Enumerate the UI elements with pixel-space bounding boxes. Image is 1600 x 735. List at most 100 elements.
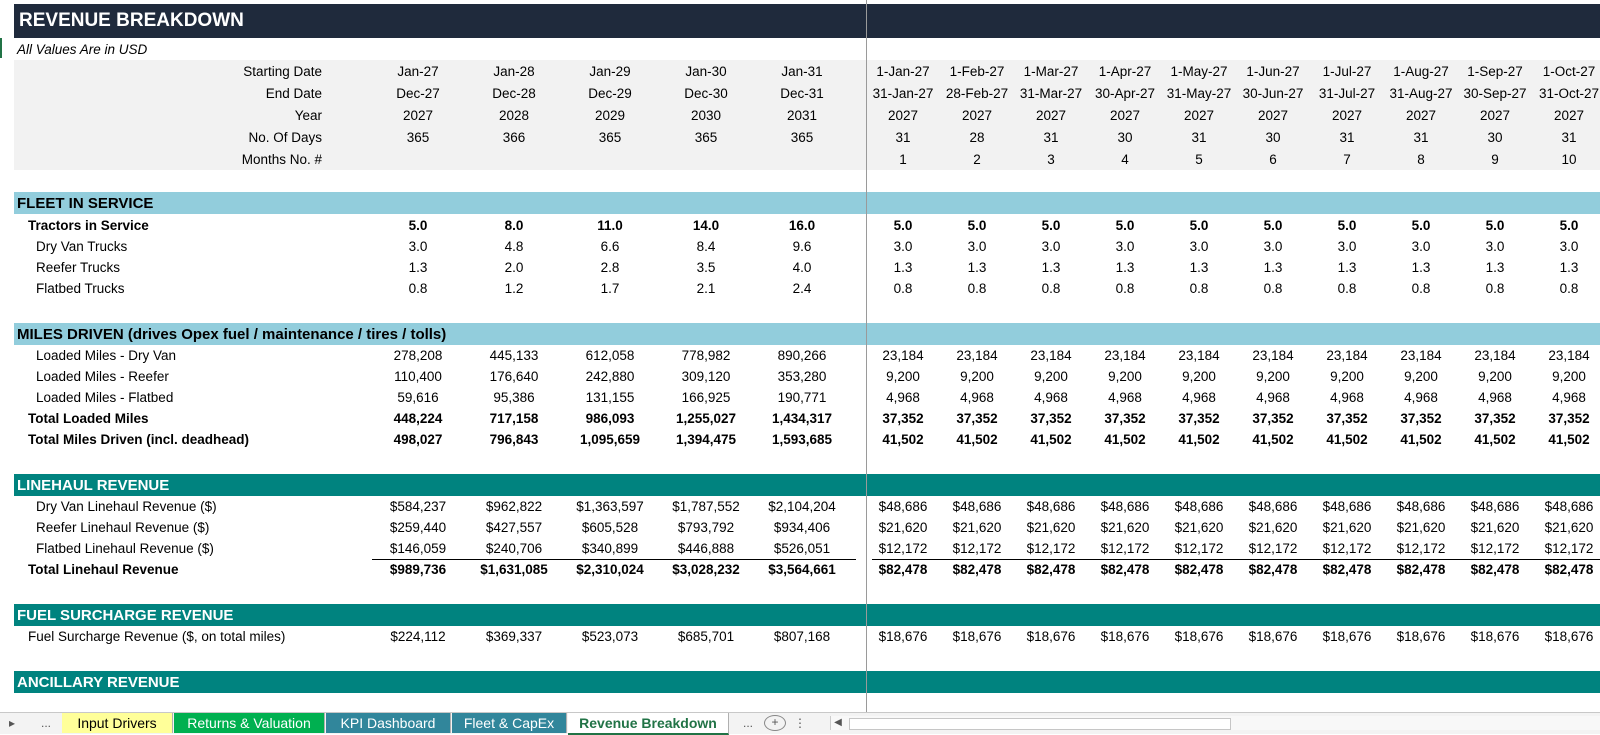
monthly-header-cell[interactable]: 2027 [1553,108,1585,123]
section-title[interactable]: MILES DRIVEN (drives Opex fuel / mainten… [17,326,447,343]
annual-value-cell[interactable]: $2,310,024 [576,562,644,577]
annual-value-cell[interactable]: $259,440 [389,520,447,535]
monthly-value-cell[interactable]: 0.8 [893,281,913,296]
row-label[interactable]: Tractors in Service [28,218,149,233]
monthly-header-cell[interactable]: 1-Apr-27 [1098,64,1152,79]
monthly-value-cell[interactable]: $48,686 [1396,499,1446,514]
sheet-tab[interactable]: KPI Dashboard [326,713,451,733]
annual-header-cell[interactable]: Jan-30 [685,64,727,79]
monthly-value-cell[interactable]: 1.3 [1485,260,1505,275]
monthly-value-cell[interactable]: 3.0 [1411,239,1431,254]
monthly-value-cell[interactable]: 0.8 [1041,281,1061,296]
monthly-value-cell[interactable]: 1.3 [893,260,913,275]
monthly-value-cell[interactable]: 5.0 [1485,218,1505,233]
monthly-value-cell[interactable]: $18,676 [1248,629,1298,644]
monthly-value-cell[interactable]: 41,502 [1252,432,1294,447]
monthly-value-cell[interactable]: 5.0 [1411,218,1431,233]
section-title[interactable]: FUEL SURCHARGE REVENUE [17,607,234,624]
section-title[interactable]: FLEET IN SERVICE [17,195,154,212]
monthly-value-cell[interactable]: $12,172 [1174,541,1224,556]
monthly-value-cell[interactable]: 37,352 [1178,411,1220,426]
monthly-value-cell[interactable]: $12,172 [1544,541,1594,556]
monthly-value-cell[interactable]: $48,686 [1100,499,1150,514]
sheet-tab[interactable]: Returns & Valuation [174,713,325,733]
annual-value-cell[interactable]: 95,386 [493,390,535,405]
monthly-header-cell[interactable]: 28 [969,130,985,145]
annual-value-cell[interactable]: 3.5 [696,260,716,275]
monthly-value-cell[interactable]: 3.0 [1485,239,1505,254]
monthly-value-cell[interactable]: 9,200 [1108,369,1142,384]
annual-value-cell[interactable]: 9.6 [792,239,812,254]
monthly-value-cell[interactable]: 4,968 [886,390,920,405]
monthly-header-cell[interactable]: 31-May-27 [1166,86,1232,101]
monthly-header-cell[interactable]: 1-Jun-27 [1246,64,1300,79]
annual-value-cell[interactable]: 11.0 [597,218,623,233]
section-title[interactable]: ANCILLARY REVENUE [17,674,180,691]
sheet-title[interactable]: REVENUE BREAKDOWN [19,10,244,31]
annual-value-cell[interactable]: $340,899 [581,541,639,556]
monthly-value-cell[interactable]: 41,502 [1178,432,1220,447]
monthly-header-cell[interactable]: 30-Apr-27 [1094,86,1156,101]
monthly-value-cell[interactable]: 9,200 [1256,369,1290,384]
tab-split-handle[interactable]: ⋮ [794,716,806,730]
monthly-value-cell[interactable]: 23,184 [1400,348,1442,363]
monthly-value-cell[interactable]: $12,172 [1470,541,1520,556]
monthly-value-cell[interactable]: 37,352 [1252,411,1294,426]
monthly-value-cell[interactable]: $48,686 [1174,499,1224,514]
annual-header-cell[interactable]: Dec-29 [588,86,632,101]
annual-value-cell[interactable]: $526,051 [773,541,831,556]
annual-value-cell[interactable]: 445,133 [489,348,539,363]
monthly-header-cell[interactable]: 30 [1265,130,1281,145]
monthly-value-cell[interactable]: 23,184 [1030,348,1072,363]
monthly-header-cell[interactable]: 10 [1561,152,1577,167]
annual-header-cell[interactable]: Dec-31 [780,86,824,101]
monthly-header-cell[interactable]: 1-Jul-27 [1322,64,1372,79]
monthly-value-cell[interactable]: $18,676 [952,629,1002,644]
annual-value-cell[interactable]: 778,982 [681,348,731,363]
monthly-header-cell[interactable]: 31 [1191,130,1207,145]
annual-header-cell[interactable]: 366 [502,130,526,145]
monthly-value-cell[interactable]: $21,620 [952,520,1002,535]
monthly-header-cell[interactable]: 9 [1491,152,1499,167]
annual-value-cell[interactable]: 1,593,685 [771,432,833,447]
monthly-value-cell[interactable]: 5.0 [1115,218,1135,233]
monthly-value-cell[interactable]: 3.0 [1337,239,1357,254]
annual-value-cell[interactable]: 4.0 [792,260,812,275]
sheet-tab[interactable]: Input Drivers [62,713,173,733]
monthly-value-cell[interactable]: 23,184 [956,348,998,363]
monthly-header-cell[interactable]: 31 [895,130,911,145]
monthly-value-cell[interactable]: 1.3 [1337,260,1357,275]
header-label[interactable]: Starting Date [243,64,322,79]
monthly-value-cell[interactable]: 4,968 [960,390,994,405]
monthly-value-cell[interactable]: $82,478 [1026,562,1076,577]
monthly-value-cell[interactable]: 0.8 [1189,281,1209,296]
horizontal-scrollbar[interactable]: ◀ [830,716,1600,730]
sheet-tab[interactable]: Revenue Breakdown [568,713,729,735]
annual-value-cell[interactable]: 1,095,659 [579,432,641,447]
monthly-value-cell[interactable]: 3.0 [1041,239,1061,254]
monthly-value-cell[interactable]: $18,676 [1322,629,1372,644]
annual-header-cell[interactable]: 365 [790,130,814,145]
monthly-value-cell[interactable]: 23,184 [1178,348,1220,363]
annual-header-cell[interactable]: Dec-28 [492,86,536,101]
monthly-header-cell[interactable]: 30 [1117,130,1133,145]
add-sheet-button[interactable]: + [764,715,786,731]
monthly-value-cell[interactable]: $48,686 [1248,499,1298,514]
annual-value-cell[interactable]: 717,158 [489,411,539,426]
monthly-header-cell[interactable]: 5 [1195,152,1203,167]
horizontal-scrollbar-thumb[interactable] [849,718,1231,730]
monthly-value-cell[interactable]: $48,686 [952,499,1002,514]
annual-value-cell[interactable]: 14.0 [692,218,720,233]
annual-value-cell[interactable]: $224,112 [390,629,446,644]
monthly-value-cell[interactable]: 23,184 [1252,348,1294,363]
monthly-value-cell[interactable]: 1.3 [1189,260,1209,275]
monthly-value-cell[interactable]: 37,352 [1400,411,1442,426]
annual-header-cell[interactable]: Jan-31 [781,64,823,79]
annual-header-cell[interactable]: Jan-27 [397,64,439,79]
annual-header-cell[interactable]: Dec-30 [684,86,728,101]
monthly-value-cell[interactable]: 4,968 [1034,390,1068,405]
monthly-value-cell[interactable]: $82,478 [878,562,928,577]
monthly-value-cell[interactable]: 5.0 [1559,218,1579,233]
monthly-value-cell[interactable]: $12,172 [1396,541,1446,556]
monthly-header-cell[interactable]: 2027 [887,108,919,123]
